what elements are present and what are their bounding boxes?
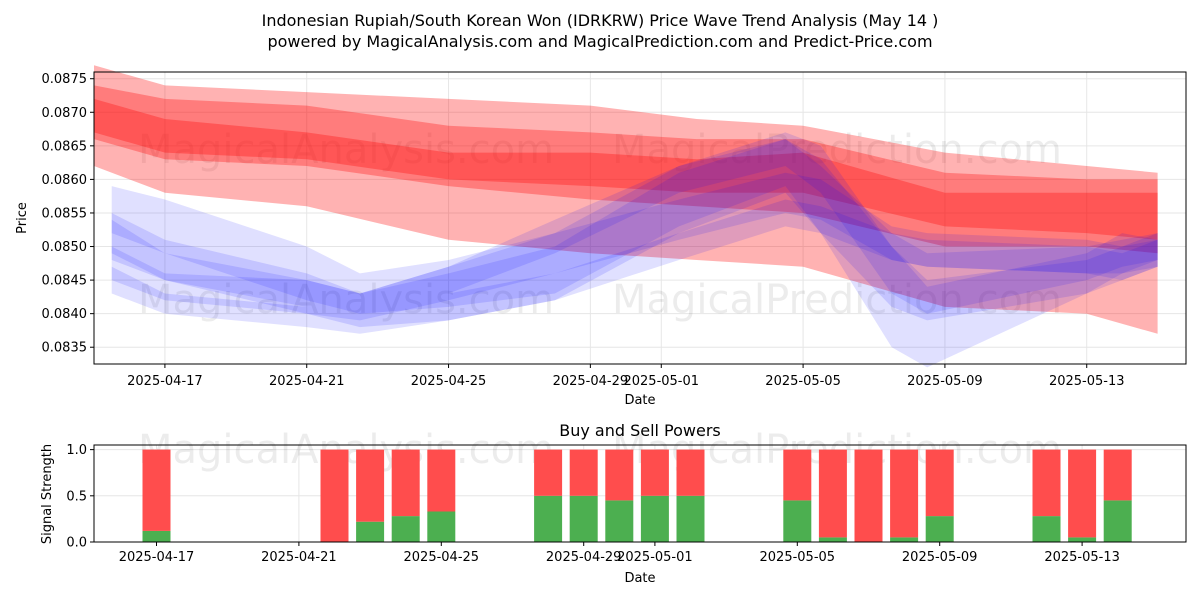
price-panel: MagicalAnalysis.com MagicalPrediction.co… [15, 65, 1187, 408]
signal-x-tick-label: 2025-05-01 [617, 550, 693, 565]
price-y-tick-label: 0.0875 [42, 72, 88, 87]
price-x-tick-label: 2025-05-13 [1049, 374, 1125, 389]
price-plot-frame [93, 71, 1187, 365]
sell-bar [1032, 449, 1061, 517]
chart-title: Indonesian Rupiah/South Korean Won (IDRK… [262, 11, 939, 30]
signal-x-tick-label: 2025-04-29 [546, 550, 622, 565]
sell-bar [142, 449, 171, 531]
sell-bar [356, 449, 385, 522]
price-y-axis-label: Price [15, 202, 30, 234]
blue-band-1 [111, 132, 1158, 368]
sell-bar [640, 449, 669, 496]
watermark-analysis-2: MagicalAnalysis.com [138, 277, 554, 323]
blue-wave-bands [111, 132, 1158, 368]
sell-bar [783, 449, 812, 501]
signal-x-axis-label: Date [624, 571, 655, 586]
price-x-axis-label: Date [624, 393, 655, 408]
sell-bar [391, 449, 420, 517]
signal-x-tick-label: 2025-05-05 [760, 550, 836, 565]
price-x-tick-label: 2025-05-09 [907, 374, 983, 389]
price-y-tick-label: 0.0865 [42, 139, 88, 154]
price-x-tick-label: 2025-05-05 [765, 374, 841, 389]
buy-bar [569, 495, 598, 542]
buy-bar [391, 516, 420, 542]
signal-y-ticks: 0.0 0.5 1.0 [66, 443, 94, 551]
signal-x-tick-label: 2025-04-21 [261, 550, 337, 565]
sell-bar [534, 449, 563, 496]
price-watermarks: MagicalAnalysis.com MagicalPrediction.co… [138, 127, 1062, 323]
price-x-tick-label: 2025-04-21 [269, 374, 345, 389]
buy-bar [356, 521, 385, 542]
buy-bar [1103, 500, 1132, 542]
red-band-inner [94, 98, 1158, 240]
buy-bar [1032, 516, 1061, 542]
signal-y-tick-label: 0.5 [66, 489, 87, 504]
sell-bar [925, 449, 954, 517]
signal-x-tick-label: 2025-04-17 [119, 550, 195, 565]
price-y-tick-label: 0.0850 [42, 240, 88, 255]
red-band-core [94, 85, 1158, 254]
buy-bar [427, 511, 456, 542]
price-y-ticks: 0.0835 0.0840 0.0845 0.0850 0.0855 0.0860 0.08… [42, 72, 94, 356]
blue-band-3 [111, 172, 1158, 321]
sell-bar [854, 449, 883, 542]
signal-plot-frame [93, 444, 1187, 543]
price-x-tick-label: 2025-04-29 [553, 374, 629, 389]
buy-bar [1068, 537, 1097, 542]
signal-y-axis-label: Signal Strength [40, 444, 55, 544]
price-x-tick-label: 2025-04-25 [411, 374, 487, 389]
signal-y-tick-label: 1.0 [66, 443, 87, 458]
sell-bar [605, 449, 634, 501]
buy-bar [890, 537, 919, 542]
sell-bar [676, 449, 705, 496]
price-y-tick-label: 0.0870 [42, 106, 88, 121]
watermark-prediction-2: MagicalPrediction.com [612, 277, 1062, 323]
blue-band-2 [111, 139, 1158, 328]
sell-bar [890, 449, 919, 538]
chart-subtitle: powered by MagicalAnalysis.com and Magic… [267, 32, 932, 51]
red-wave-bands [94, 65, 1158, 334]
buy-bar [783, 500, 812, 542]
watermark-analysis: MagicalAnalysis.com [138, 127, 554, 173]
price-y-tick-label: 0.0845 [42, 274, 88, 289]
signal-x-tick-label: 2025-05-09 [902, 550, 978, 565]
price-y-tick-label: 0.0835 [42, 341, 88, 356]
sell-bar [427, 449, 456, 512]
signal-plot-area [94, 445, 1186, 542]
buy-bar [534, 495, 563, 542]
sell-bar [818, 449, 847, 538]
sell-bar [320, 449, 349, 542]
red-band-upper [94, 65, 1158, 334]
buy-bar [818, 537, 847, 542]
price-x-ticks: 2025-04-17 2025-04-21 2025-04-25 2025-04-29… [127, 364, 1125, 389]
signal-y-tick-label: 0.0 [66, 536, 87, 551]
watermark-prediction: MagicalPrediction.com [612, 127, 1062, 173]
price-y-tick-label: 0.0860 [42, 173, 88, 188]
blue-band-5 [111, 139, 1158, 314]
signal-title: Buy and Sell Powers [559, 421, 721, 440]
signal-x-tick-label: 2025-04-25 [404, 550, 480, 565]
buy-bar [142, 530, 171, 542]
signal-x-tick-label: 2025-05-13 [1044, 550, 1120, 565]
price-grid [94, 72, 1186, 364]
signal-panel: Buy and Sell Powers MagicalAnalysis.com … [40, 421, 1187, 586]
price-x-tick-label: 2025-04-17 [127, 374, 203, 389]
signal-bars [142, 449, 1132, 542]
sell-bar [1068, 449, 1097, 538]
price-y-tick-label: 0.0855 [42, 206, 88, 221]
buy-bar [640, 495, 669, 542]
buy-bar [605, 500, 634, 542]
signal-x-ticks: 2025-04-17 2025-04-21 2025-04-25 2025-04-29… [119, 542, 1120, 565]
price-y-tick-label: 0.0840 [42, 307, 88, 322]
buy-bar [925, 516, 954, 542]
sell-bar [1103, 449, 1132, 501]
price-plot-area [94, 72, 1186, 364]
price-x-tick-label: 2025-05-01 [623, 374, 699, 389]
buy-bar [676, 495, 705, 542]
sell-bar [569, 449, 598, 496]
blue-band-4 [111, 199, 1158, 334]
